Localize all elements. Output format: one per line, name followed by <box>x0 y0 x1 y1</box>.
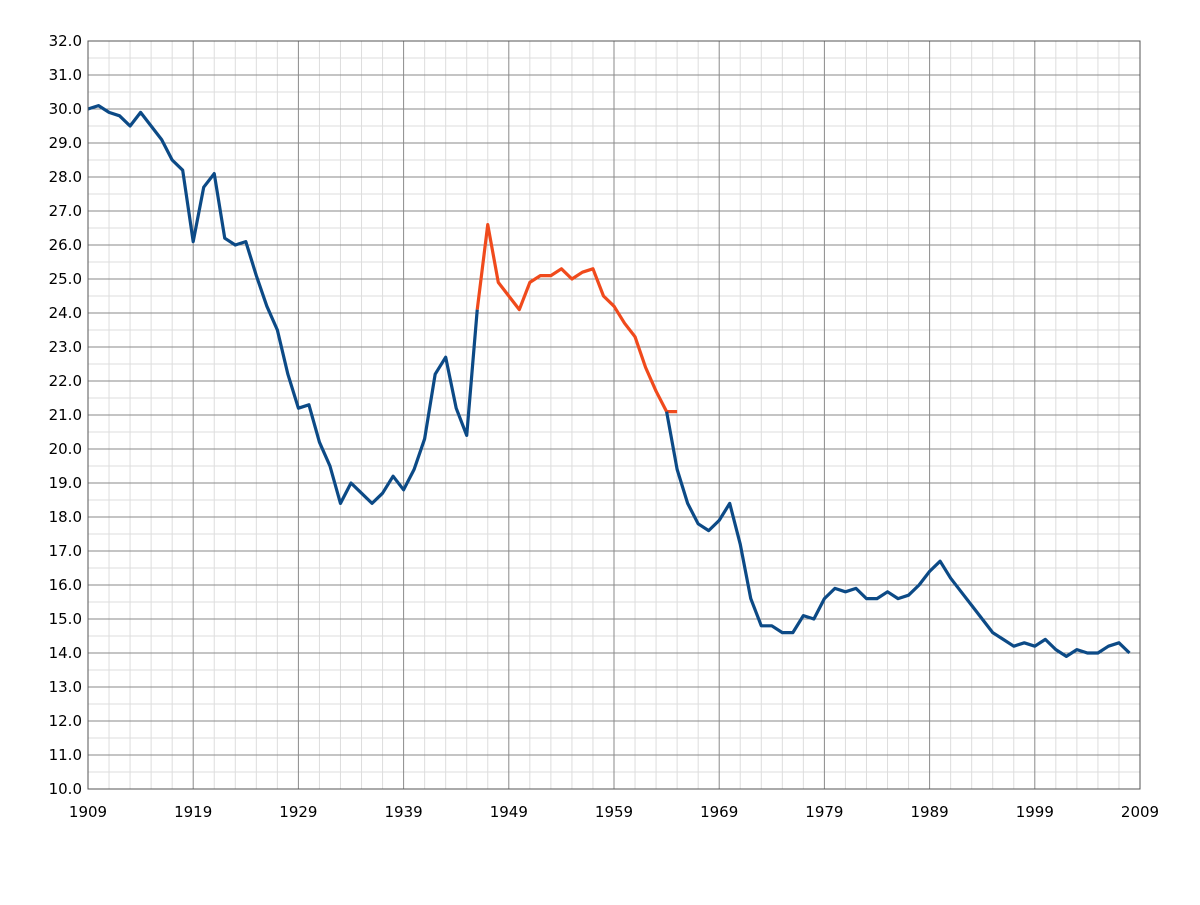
series-line-1 <box>87 103 479 505</box>
y-tick-label: 31.0 <box>49 66 82 84</box>
x-tick-label: 1959 <box>595 803 633 821</box>
y-tick-label: 27.0 <box>49 202 82 220</box>
y-tick-label: 12.0 <box>49 712 82 730</box>
x-tick-label: 1979 <box>805 803 843 821</box>
y-tick-label: 23.0 <box>49 338 82 356</box>
series-line-3 <box>665 411 1131 659</box>
y-tick-label: 32.0 <box>49 32 82 50</box>
y-tick-label: 20.0 <box>49 440 82 458</box>
x-tick-label: 1909 <box>69 803 107 821</box>
x-tick-label: 1999 <box>1016 803 1054 821</box>
series-layer <box>87 103 1131 659</box>
y-tick-label: 16.0 <box>49 576 82 594</box>
y-tick-label: 10.0 <box>49 780 82 798</box>
y-tick-label: 14.0 <box>49 644 82 662</box>
x-tick-label: 1989 <box>911 803 949 821</box>
y-tick-label: 30.0 <box>49 100 82 118</box>
y-tick-label: 25.0 <box>49 270 82 288</box>
y-tick-label: 29.0 <box>49 134 82 152</box>
y-tick-label: 17.0 <box>49 542 82 560</box>
x-tick-label: 1929 <box>279 803 317 821</box>
y-tick-label: 21.0 <box>49 406 82 424</box>
y-tick-label: 26.0 <box>49 236 82 254</box>
y-tick-label: 19.0 <box>49 474 82 492</box>
x-tick-label: 1939 <box>385 803 423 821</box>
y-tick-label: 15.0 <box>49 610 82 628</box>
y-tick-label: 22.0 <box>49 372 82 390</box>
series-line-2 <box>475 223 678 414</box>
plot-frame <box>87 40 1141 790</box>
x-tick-label: 1919 <box>174 803 212 821</box>
y-tick-label: 11.0 <box>49 746 82 764</box>
x-tick-label: 1969 <box>700 803 738 821</box>
x-tick-label: 1949 <box>490 803 528 821</box>
y-tick-label: 18.0 <box>49 508 82 526</box>
y-tick-label: 28.0 <box>49 168 82 186</box>
y-tick-label: 13.0 <box>49 678 82 696</box>
x-tick-label: 2009 <box>1121 803 1159 821</box>
y-axis-labels: 10.0 11.0 12.0 13.0 14.0 15.0 16.0 17.0 18.0 19.0… <box>49 32 82 798</box>
y-tick-label: 24.0 <box>49 304 82 322</box>
x-axis-labels: 1909 1919 1929 1939 1949 1959 1969 1979 1989 1999… <box>69 803 1159 821</box>
